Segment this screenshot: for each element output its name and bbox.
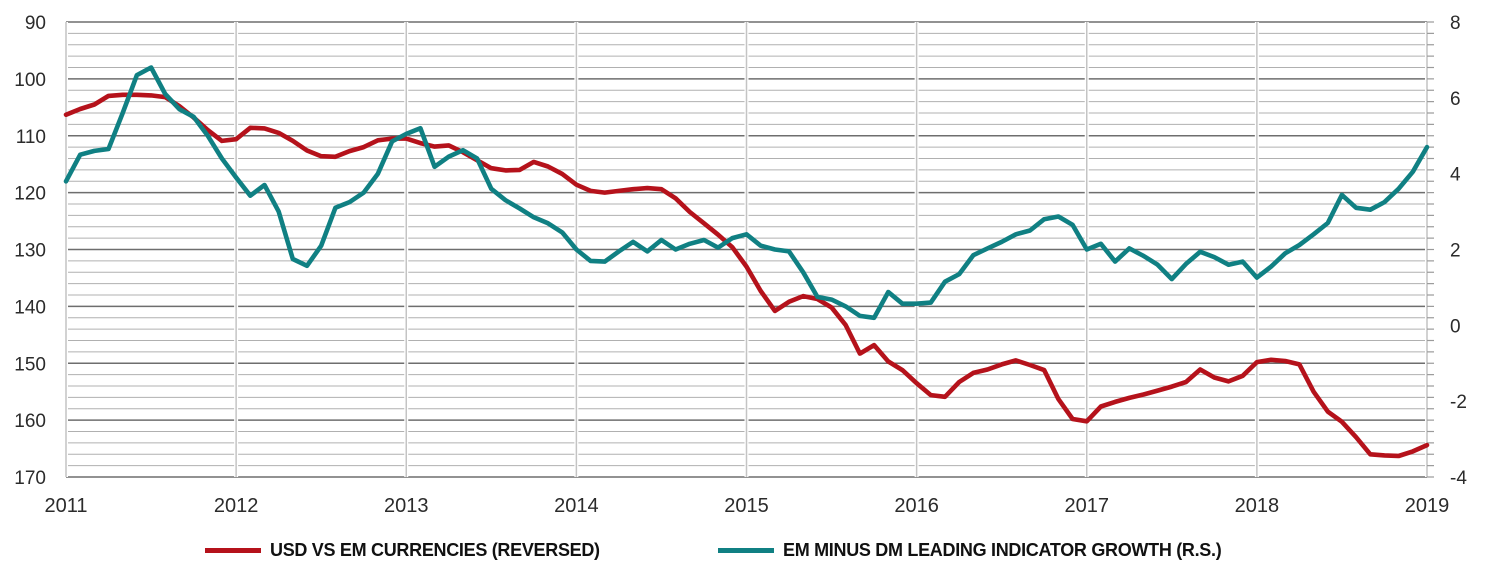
left-axis-label: 150 [14, 354, 46, 375]
legend-item-emdm: EM MINUS DM LEADING INDICATOR GROWTH (R.… [718, 539, 1222, 560]
x-axis-year-label: 2017 [1065, 495, 1110, 517]
right-axis-label: 6 [1450, 89, 1461, 110]
usd-vs-em-line [63, 92, 1430, 459]
right-axis-label: 8 [1450, 13, 1461, 34]
right-axis-label: 2 [1450, 241, 1461, 262]
left-axis-label: 140 [14, 297, 46, 318]
legend-label-emdm: EM MINUS DM LEADING INDICATOR GROWTH (R.… [783, 539, 1222, 560]
left-axis-label: 160 [14, 411, 46, 432]
right-axis-label: 0 [1450, 316, 1461, 337]
left-axis-label: 110 [16, 127, 46, 148]
left-axis-label: 120 [14, 184, 46, 205]
left-axis-label: 130 [14, 241, 46, 262]
emdm-line-swatch [718, 547, 774, 553]
x-axis-year-label: 2012 [214, 495, 259, 517]
x-axis-year-label: 2016 [894, 495, 939, 517]
legend-item-usd: USD VS EM CURRENCIES (REVERSED) [205, 540, 600, 560]
x-axis-year-label: 2013 [384, 495, 429, 517]
x-axis-year-label: 2015 [724, 495, 769, 517]
usd-line-swatch [205, 547, 261, 553]
left-axis-label: 170 [14, 468, 46, 489]
left-axis-label: 100 [14, 70, 46, 91]
right-axis-label: 4 [1450, 165, 1461, 186]
left-axis-label: 90 [25, 13, 46, 34]
right-axis-label: -2 [1450, 392, 1467, 413]
em-minus-dm-line [63, 65, 1430, 321]
x-axis-year-label: 2018 [1235, 495, 1280, 517]
legend-label-usd: USD VS EM CURRENCIES (REVERSED) [270, 539, 600, 560]
x-axis-year-label: 2019 [1405, 495, 1450, 517]
x-axis-year-label: 2014 [554, 495, 599, 517]
right-axis-label: -4 [1450, 468, 1467, 489]
x-axis-year-label: 2011 [44, 495, 87, 517]
legend: USD VS EM CURRENCIES (REVERSED) EM MINUS… [0, 540, 1485, 564]
